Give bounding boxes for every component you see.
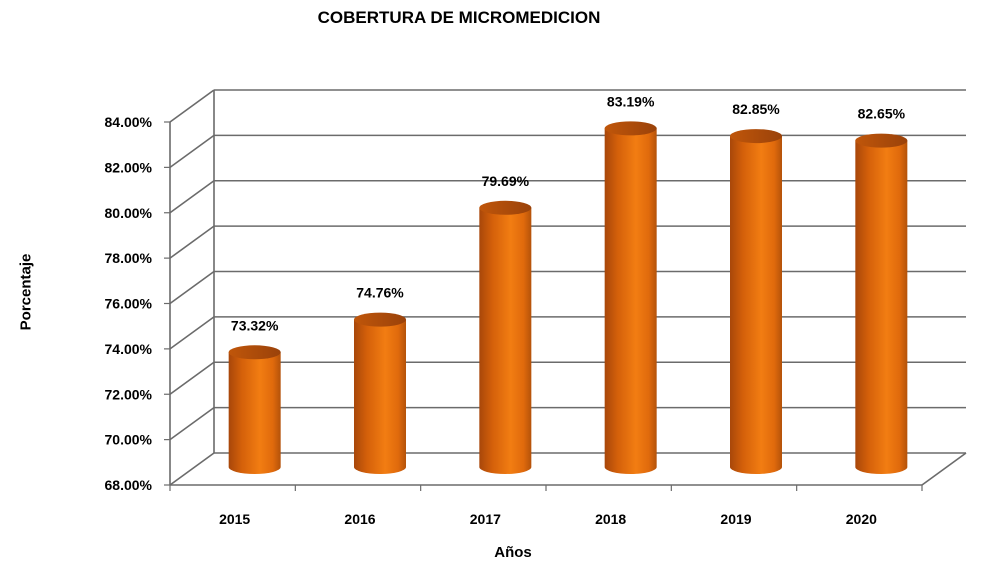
data-label: 79.69% [482, 173, 530, 189]
y-tick-label: 68.00% [105, 477, 153, 493]
y-tick-label: 74.00% [105, 341, 153, 357]
x-tick-label: 2015 [219, 511, 250, 527]
bar [604, 121, 657, 474]
x-tick-label: 2016 [344, 511, 375, 527]
y-tick-label: 78.00% [105, 250, 153, 266]
gridline-diagonal [169, 270, 215, 305]
data-label: 74.76% [356, 285, 404, 301]
bar [228, 345, 281, 474]
y-tick-label: 84.00% [105, 114, 153, 130]
gridline-diagonal [169, 134, 215, 169]
bar-top [855, 133, 908, 148]
gridline-diagonal [169, 361, 215, 395]
x-tick-label: 2018 [595, 511, 626, 527]
gridline-diagonal [169, 89, 215, 123]
x-tick-label: 2017 [470, 511, 501, 527]
data-label: 73.32% [231, 317, 279, 333]
y-tick-label: 82.00% [105, 159, 153, 175]
bar-body [604, 128, 657, 474]
grid-layer: 68.00% 70.00% 72.00% 74.00% 76.00% 78.00% 80.0… [105, 89, 967, 493]
bar-top [354, 312, 406, 327]
data-label: 82.85% [732, 101, 780, 117]
chart-title: COBERTURA DE MICROMEDICION [317, 8, 601, 27]
bar-top [479, 200, 532, 215]
bar [479, 200, 532, 474]
bar-top [730, 129, 782, 144]
bar-body [855, 140, 908, 475]
floor-right-edge [921, 452, 967, 486]
data-label: 83.19% [607, 93, 655, 109]
bar [855, 133, 908, 475]
gridline-diagonal [169, 316, 215, 350]
data-label: 82.65% [858, 106, 906, 122]
bar-body [354, 319, 406, 474]
bar-body [479, 207, 532, 474]
gridline-diagonal [169, 225, 215, 259]
y-tick-label: 70.00% [105, 432, 153, 448]
bar-top [228, 345, 281, 360]
bars-layer [228, 121, 908, 475]
gridline-diagonal [169, 452, 215, 486]
x-tick-label: 2020 [846, 511, 877, 527]
bar-body [730, 136, 782, 474]
gridline-diagonal [169, 180, 215, 214]
bar [730, 129, 782, 474]
y-tick-label: 76.00% [105, 296, 153, 312]
bar [354, 312, 406, 474]
bar-top [604, 121, 657, 136]
x-axis-label: Años [494, 544, 532, 561]
y-tick-label: 80.00% [105, 205, 153, 221]
x-tick-label: 2019 [720, 511, 751, 527]
gridline-diagonal [169, 406, 215, 441]
labels-layer: 73.32% 2015 74.76% 2016 79.69% 2017 83.19% 2018… [219, 93, 906, 527]
y-tick-label: 72.00% [105, 386, 153, 402]
bar-body [228, 352, 281, 474]
